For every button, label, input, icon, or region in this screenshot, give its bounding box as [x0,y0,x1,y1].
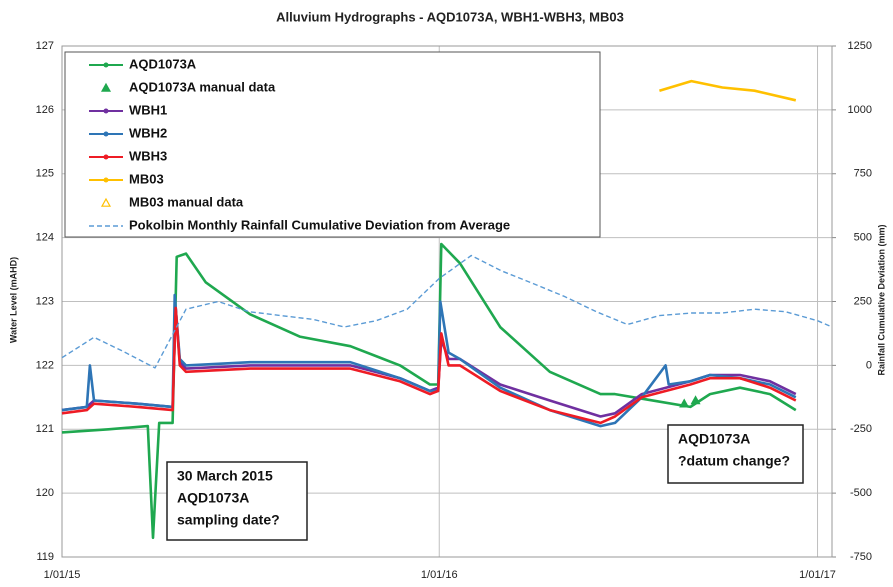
series-line [659,79,797,102]
y-tick-label: 127 [36,40,54,52]
legend-swatch-dot [103,177,109,183]
legend-label: WBH2 [129,125,167,140]
legend-swatch [100,197,112,207]
y-tick-label: 123 [36,295,54,307]
y-tick-label: 126 [36,104,54,116]
y2-tick-label: -750 [850,551,872,563]
plot-frame [61,45,833,558]
legend-swatch-dot [103,131,109,137]
annotation-box [667,424,804,484]
y2-tick-label: 1000 [848,104,872,116]
manual-point [690,395,701,405]
y-tick-label: 122 [36,359,54,371]
y-tick-label: 124 [36,232,54,244]
legend-label: AQD1073A [129,56,197,71]
annotation-text: AQD1073A [177,490,249,506]
legend-swatch-dot [103,154,109,160]
y2-tick-label: 500 [854,232,872,244]
legend-label: WBH1 [129,102,167,117]
legend-label: MB03 [129,171,164,186]
annotation-text: 30 March 2015 [177,468,273,484]
y2-tick-label: 1250 [848,40,872,52]
series-line [61,293,797,428]
chart-title: Alluvium Hydrographs - AQD1073A, WBH1-WB… [276,9,624,24]
legend: AQD1073A AQD1073A manual data WBH1 WBH2 WBH3… [64,51,601,238]
series-line [61,254,833,369]
y2-tick-label: 0 [866,359,872,371]
y-tick-label: 120 [36,487,54,499]
y-tick-label: 119 [36,551,54,563]
y2-tick-label: 750 [854,168,872,180]
y-tick-label: 125 [36,168,54,180]
legend-swatch [100,82,112,92]
legend-label: WBH3 [129,148,167,163]
annotation-text: AQD1073A [678,431,750,447]
annotation-box [166,461,308,541]
y-tick-label: 121 [36,423,54,435]
legend-box [64,51,601,238]
legend-swatch-dot [103,108,109,114]
manual-point [679,398,690,408]
legend-label: MB03 manual data [129,194,244,209]
y2-tick-label: -250 [850,423,872,435]
x-tick-label: 1/01/15 [44,569,81,581]
legend-label: AQD1073A manual data [129,79,276,94]
y2-tick-label: -500 [850,487,872,499]
x-tick-label: 1/01/17 [799,569,836,581]
series-line [61,306,797,425]
annotation-text: ?datum change? [678,453,790,469]
annotation-text: sampling date? [177,512,280,528]
y2-axis-label: Rainfall Cumulative Deviation (mm) [876,224,886,375]
legend-label: Pokolbin Monthly Rainfall Cumulative Dev… [129,217,510,232]
x-tick-label: 1/01/16 [421,569,458,581]
series-line [61,242,797,540]
y-axis-label: Water Level (mAHD) [8,257,18,343]
y2-tick-label: 250 [854,295,872,307]
legend-swatch-dot [103,62,109,68]
